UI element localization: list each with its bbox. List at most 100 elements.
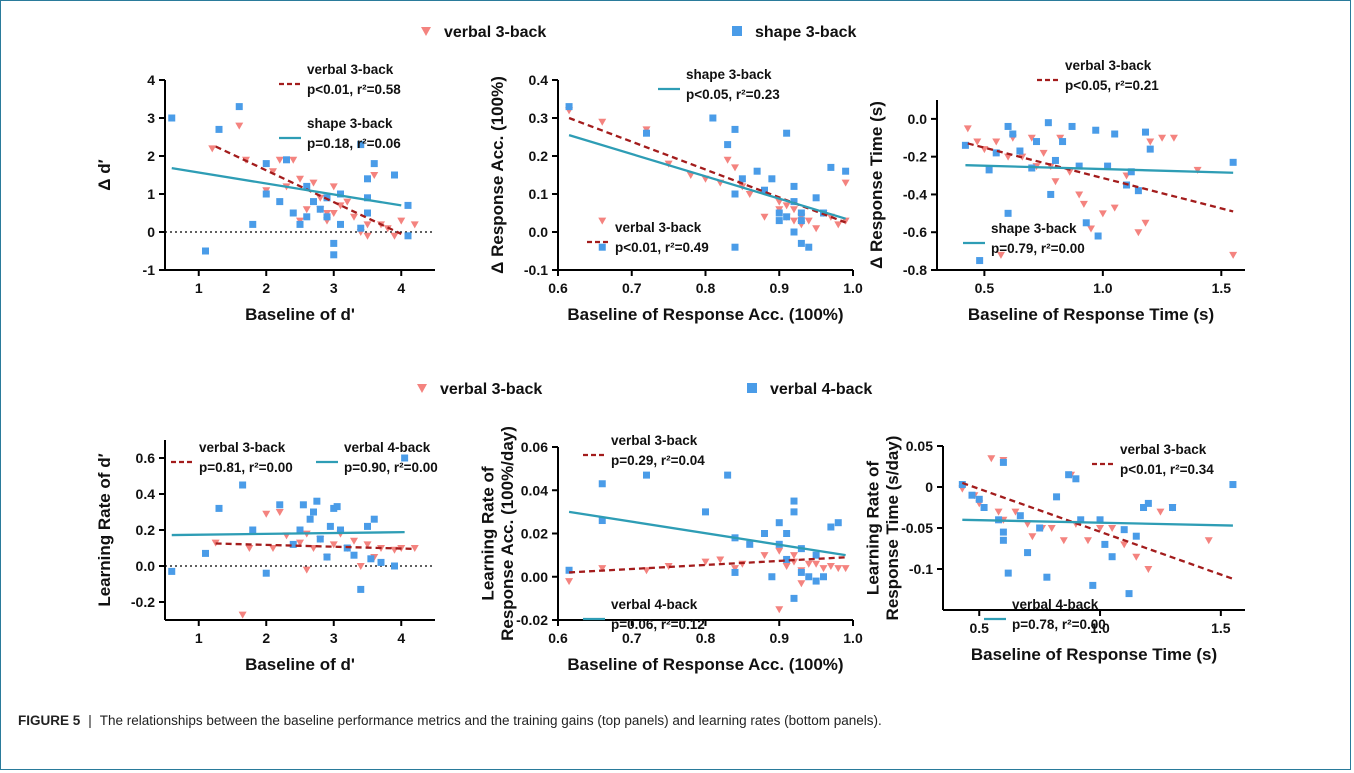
data-point-square bbox=[842, 167, 850, 175]
regression-line bbox=[171, 167, 402, 207]
regression-line bbox=[568, 556, 846, 574]
data-point-triangle bbox=[302, 566, 311, 574]
data-point-triangle bbox=[275, 509, 284, 516]
data-point-square bbox=[790, 508, 798, 516]
data-point-square bbox=[598, 517, 606, 525]
data-point-square bbox=[1108, 553, 1116, 561]
legend-triangle-icon bbox=[421, 27, 431, 36]
data-point-square bbox=[370, 515, 378, 523]
caption-separator: | bbox=[88, 713, 92, 728]
x-tick-label: 1 bbox=[195, 280, 203, 296]
data-point-triangle bbox=[296, 175, 304, 183]
fit-legend: shape 3-back p<0.05, r²=0.23 bbox=[658, 67, 780, 102]
y-tick-label: 0.3 bbox=[529, 110, 549, 126]
regression-line bbox=[961, 481, 1234, 580]
data-point-square bbox=[1140, 504, 1148, 511]
y-axis-label-line: Response Acc. (100%/day) bbox=[498, 426, 517, 641]
data-point-square bbox=[215, 125, 223, 133]
data-point-triangle bbox=[1134, 229, 1143, 237]
regression-line bbox=[962, 518, 1233, 527]
data-point-triangle bbox=[834, 565, 843, 573]
data-point-square bbox=[1009, 130, 1017, 138]
data-point-square bbox=[812, 577, 820, 585]
data-point-square bbox=[364, 209, 371, 217]
y-axis-label-line: Learning Rate of bbox=[479, 466, 498, 600]
data-point-triangle bbox=[262, 510, 271, 518]
data-point-triangle bbox=[363, 541, 372, 549]
data-point-square bbox=[790, 497, 798, 505]
data-point-square bbox=[1094, 232, 1102, 240]
data-point-triangle bbox=[1027, 134, 1036, 142]
regression-line bbox=[171, 531, 405, 537]
fit-legend: verbal 3-back p=0.81, r²=0.00 bbox=[171, 440, 293, 475]
y-axis-label: Learning Rate of d′ bbox=[95, 453, 114, 606]
x-tick-label: 3 bbox=[330, 280, 338, 296]
data-point-square bbox=[326, 522, 334, 530]
fit-label: verbal 4-back bbox=[1012, 597, 1099, 612]
data-point-triangle bbox=[1098, 210, 1107, 218]
data-point-square bbox=[1144, 499, 1152, 507]
fit-label: verbal 3-back bbox=[1120, 442, 1207, 457]
y-tick-label: -1 bbox=[143, 262, 156, 278]
fit-stats: p<0.05, r²=0.21 bbox=[1065, 78, 1159, 93]
data-point-square bbox=[1044, 119, 1052, 127]
x-tick-label: 0.7 bbox=[622, 280, 642, 296]
data-point-square bbox=[1004, 122, 1012, 130]
y-tick-label: -0.02 bbox=[516, 612, 548, 628]
data-point-square bbox=[337, 526, 344, 534]
data-point-square bbox=[1016, 512, 1024, 520]
data-point-square bbox=[370, 160, 378, 168]
x-axis-label: Baseline of d' bbox=[245, 305, 355, 324]
data-point-triangle bbox=[309, 179, 318, 187]
data-point-triangle bbox=[410, 545, 419, 552]
data-point-triangle bbox=[211, 539, 220, 547]
x-tick-label: 4 bbox=[397, 630, 405, 646]
data-point-triangle bbox=[841, 217, 850, 225]
data-point-square bbox=[303, 213, 311, 221]
data-point-triangle bbox=[686, 172, 695, 179]
fit-legend: verbal 3-back p=0.29, r²=0.04 bbox=[583, 433, 705, 468]
data-point-square bbox=[805, 243, 813, 251]
y-tick-label: 0.0 bbox=[136, 558, 156, 574]
data-point-square bbox=[731, 568, 739, 576]
fit-legend: shape 3-back p=0.18, r²=0.06 bbox=[279, 116, 401, 151]
x-tick-label: 0.8 bbox=[696, 280, 716, 296]
y-axis-label: Δ d′ bbox=[95, 159, 114, 190]
data-point-square bbox=[1082, 219, 1090, 227]
data-point-square bbox=[202, 247, 209, 255]
data-point-square bbox=[643, 129, 650, 137]
data-point-triangle bbox=[1087, 225, 1095, 233]
fit-stats: p<0.01, r²=0.49 bbox=[615, 240, 709, 255]
data-point-triangle bbox=[208, 145, 217, 153]
data-point-square bbox=[827, 163, 835, 171]
data-point-square bbox=[310, 508, 317, 516]
x-tick-label: 0.6 bbox=[548, 630, 568, 646]
data-point-triangle bbox=[1144, 566, 1153, 573]
data-point-square bbox=[1065, 471, 1073, 479]
fit-stats: p=0.06, r²=0.12 bbox=[611, 617, 705, 632]
data-point-square bbox=[262, 569, 270, 577]
fit-label: verbal 4-back bbox=[611, 597, 698, 612]
data-point-square bbox=[333, 503, 341, 511]
data-point-square bbox=[262, 160, 270, 168]
data-point-triangle bbox=[826, 562, 835, 570]
y-tick-label: -0.6 bbox=[903, 224, 927, 240]
data-point-triangle bbox=[598, 217, 607, 225]
data-point-square bbox=[1092, 126, 1100, 134]
data-point-square bbox=[775, 209, 783, 217]
data-point-triangle bbox=[1051, 178, 1060, 186]
regression-line bbox=[568, 133, 846, 220]
data-point-square bbox=[975, 495, 983, 503]
data-point-square bbox=[961, 141, 969, 149]
fit-stats: p<0.01, r²=0.58 bbox=[307, 82, 401, 97]
data-point-triangle bbox=[289, 156, 298, 164]
data-point-triangle bbox=[329, 541, 338, 549]
data-point-triangle bbox=[782, 562, 791, 570]
data-point-square bbox=[1111, 130, 1119, 138]
data-point-triangle bbox=[245, 545, 254, 552]
data-point-triangle bbox=[973, 138, 982, 146]
data-point-square bbox=[1101, 540, 1109, 548]
data-point-triangle bbox=[760, 552, 769, 560]
y-tick-label: -0.1 bbox=[524, 262, 548, 278]
data-point-square bbox=[797, 209, 805, 217]
